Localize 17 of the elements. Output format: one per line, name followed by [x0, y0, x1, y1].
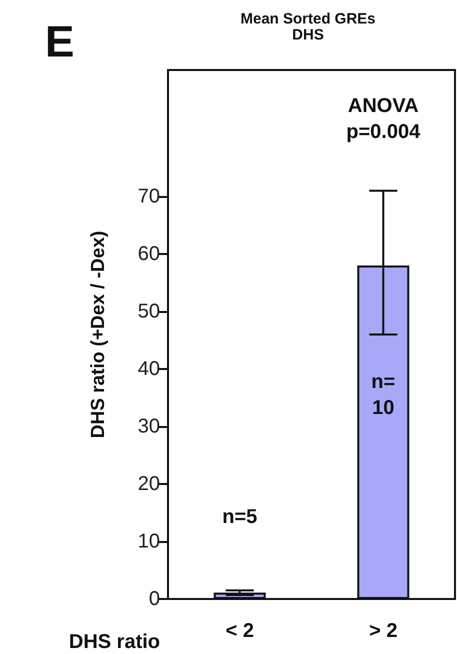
y-axis-title: DHS ratio (+Dex / -Dex) [88, 230, 109, 438]
text: E [45, 18, 74, 66]
x-axis-title: DHS ratio [68, 631, 160, 653]
y-tick-label: 60 [138, 243, 160, 265]
y-tick-label: 20 [138, 473, 160, 495]
x-tick-label: < 2 [226, 620, 254, 642]
y-tick-label: 40 [138, 358, 160, 380]
annotation: n=5 [222, 506, 258, 528]
y-tick-label: 10 [138, 530, 160, 552]
y-tick-label: 0 [148, 588, 160, 610]
y-tick-label: 70 [138, 186, 160, 208]
annotation: ANOVA p=0.004 [346, 94, 422, 143]
annotation: n= 10 [371, 370, 396, 419]
y-tick-label: 30 [138, 416, 160, 438]
chart-title: Mean Sorted GREs DHS [240, 10, 376, 44]
y-tick-label: 50 [138, 300, 160, 322]
x-tick-label: > 2 [369, 620, 398, 642]
